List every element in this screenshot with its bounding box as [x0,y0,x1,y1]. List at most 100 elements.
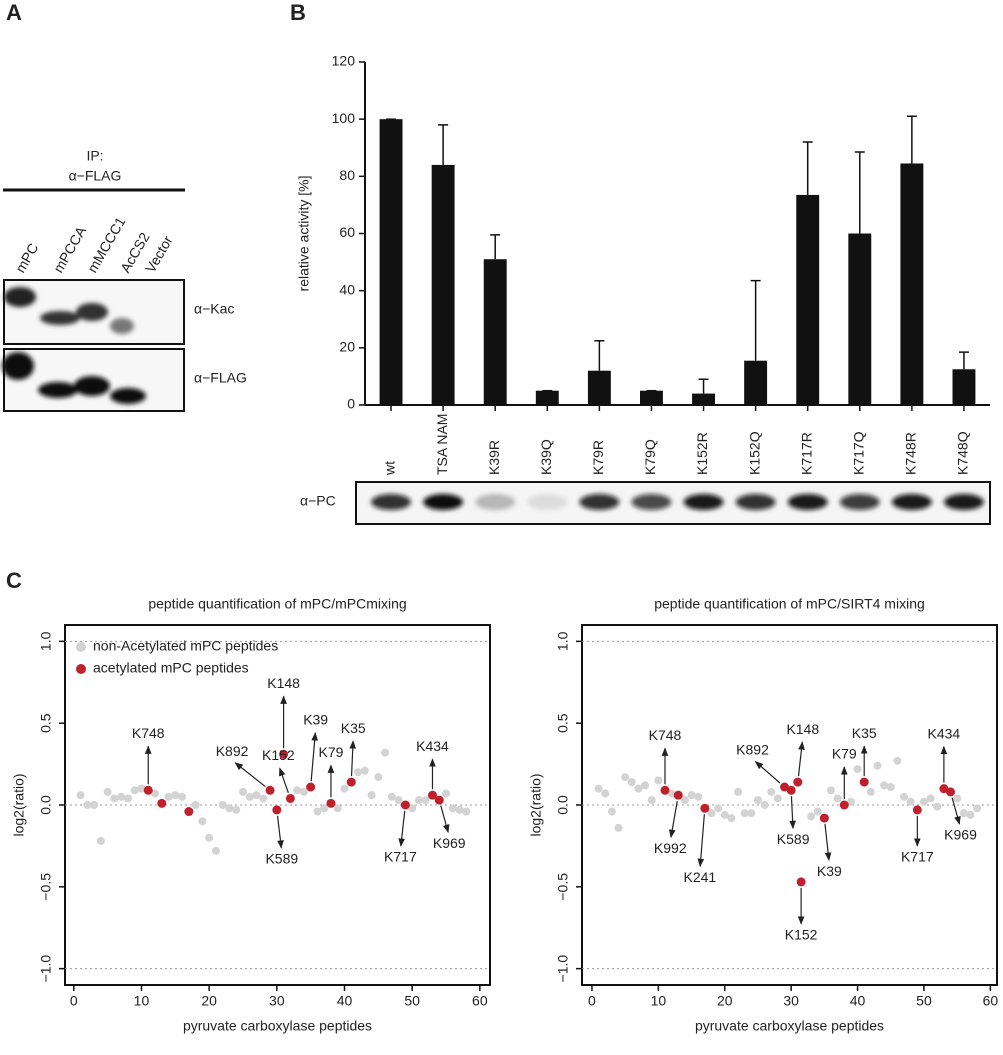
y-axis-label: log2(ratio) [11,773,27,836]
point [130,786,139,795]
point [171,791,180,800]
point [966,810,975,819]
x-tick-label: 20 [717,993,733,1009]
annotation: K39 [303,712,328,728]
annotation-arrow [440,805,450,834]
ip-antibody: α−FLAG [69,168,122,184]
error-bar [958,351,969,370]
bar [640,390,663,405]
point [326,798,336,808]
annotation: K589 [265,851,298,867]
band [787,494,828,510]
band [475,494,516,510]
error-bar [750,279,761,361]
x-axis-label: pyruvate carboxylase peptides [695,1018,884,1034]
point [946,787,956,797]
annotation: K892 [736,742,769,758]
point [448,804,457,813]
chart-title: peptide quantification of mPC/SIRT4 mixi… [654,596,925,612]
point [381,748,390,757]
point [939,784,949,794]
point [218,801,227,809]
point [813,807,822,816]
y-tick-label: −1.0 [555,955,571,983]
point [259,794,268,803]
panel-label: B [290,0,306,25]
point [178,792,187,801]
annotation: K79 [832,746,857,762]
x-tick-label: K152R [694,432,710,475]
annotation-arrow [668,800,678,839]
y-tick-label: 80 [339,167,355,183]
point [252,791,261,800]
point [299,787,308,796]
bar [535,390,559,405]
annotation: K434 [928,725,961,741]
error-bar [438,124,449,165]
y-tick-label: 120 [332,53,356,69]
point [123,794,132,803]
annotation: K79 [319,744,344,760]
annotation-arrow [279,767,289,793]
point [462,807,471,816]
point [720,810,729,819]
point [164,792,173,801]
point [387,792,396,801]
point [601,789,610,798]
point [740,809,749,818]
bar [796,194,820,405]
legend-label: non-Acetylated mPC peptides [93,638,278,654]
point [687,791,696,800]
point [912,805,922,815]
bar [692,393,715,405]
point [151,789,160,798]
point [673,790,683,800]
point [320,804,329,813]
point [157,798,167,808]
y-tick-label: 0.0 [38,795,54,815]
x-tick-label: 10 [134,993,150,1009]
point [953,794,962,803]
point [654,776,663,785]
point [846,797,855,806]
point [346,777,356,787]
point [786,785,796,795]
point [265,785,275,795]
point [96,837,105,845]
point [853,765,862,773]
annotation: K148 [786,721,819,737]
x-tick-label: 50 [404,993,420,1009]
point [367,791,376,800]
error-bar [802,141,813,195]
band [527,494,568,510]
point [700,803,710,813]
y-tick-label: 60 [339,224,355,240]
x-tick-label: 10 [651,993,667,1009]
point [607,807,616,816]
point [414,796,423,805]
y-tick-label: 20 [339,339,355,355]
point [76,791,85,800]
point [727,814,736,823]
point [83,801,92,809]
point [634,784,643,793]
point [641,781,650,790]
y-tick-label: 0 [347,396,355,412]
point [137,784,146,793]
point [245,792,254,801]
error-bar [594,339,605,371]
point [285,793,295,803]
y-tick-label: −1.0 [38,955,54,983]
bar [587,370,611,405]
y-tick-label: 0.5 [555,713,571,733]
x-tick-label: K79Q [642,439,658,475]
annotation-arrow [697,814,705,868]
annotation: K892 [216,743,249,759]
point [90,801,99,809]
point [627,778,636,787]
annotation: K748 [132,725,165,741]
point [780,782,790,792]
annotation: K35 [341,720,366,736]
point [184,807,194,817]
bar [952,369,976,405]
